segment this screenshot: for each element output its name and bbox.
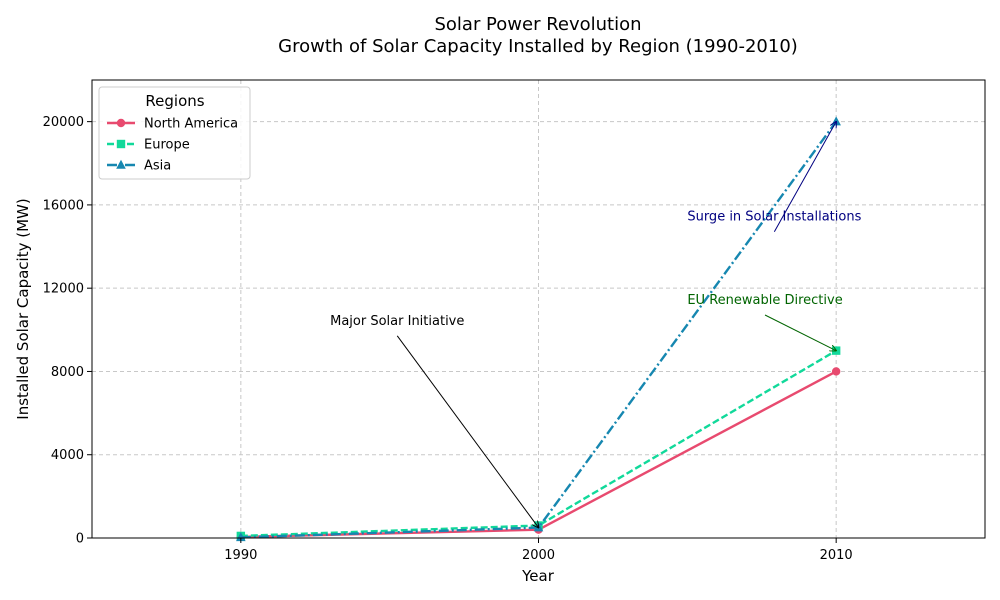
legend-item: Asia [107,159,171,174]
legend-box [98,86,251,180]
legend-item: North America [107,117,238,132]
y-tick-label: 8000 [51,365,84,380]
data-point [831,367,841,376]
x-tick-label: 2010 [820,548,853,563]
annotation-layer: Major Solar Initiative EU Renewable Direc… [330,122,862,528]
legend-title: Regions [145,92,204,110]
data-point [236,532,246,542]
legend-items: North America Europe Asia [107,117,238,174]
y-tick-label: 0 [76,532,84,547]
y-tick-label: 16000 [43,198,84,213]
annotation-arrow [764,314,836,351]
legend-swatch-marker [116,159,126,169]
annotation-text: Major Solar Initiative [330,314,464,329]
legend-swatch-marker [116,139,126,149]
data-point [831,116,841,126]
x-tick-label: 1990 [224,548,257,563]
legend-label: Asia [144,159,171,174]
x-axis-ticks: 1990 2000 2010 [224,538,853,563]
chart-title: Solar Power Revolution [434,14,641,35]
y-tick-label: 4000 [51,448,84,463]
y-tick-label: 20000 [43,115,84,130]
x-axis-label: Year [521,567,555,585]
legend-item: Europe [107,138,190,153]
legend-swatch-marker [116,118,126,128]
legend-label: Europe [144,138,190,153]
legend-label: North America [144,117,238,132]
y-axis-ticks: 0 4000 8000 12000 16000 20000 [43,115,92,547]
legend: Regions North America Europe Asia [98,86,251,180]
annotation-text: EU Renewable Directive [687,293,842,308]
annotation-arrow [773,122,836,232]
annotation-arrow [396,335,538,528]
chart-subtitle: Growth of Solar Capacity Installed by Re… [278,36,798,57]
annotation-text: Surge in Solar Installations [687,210,861,225]
y-axis-label: Installed Solar Capacity (MW) [14,198,32,419]
y-tick-label: 12000 [43,282,84,297]
x-tick-label: 2000 [522,548,555,563]
